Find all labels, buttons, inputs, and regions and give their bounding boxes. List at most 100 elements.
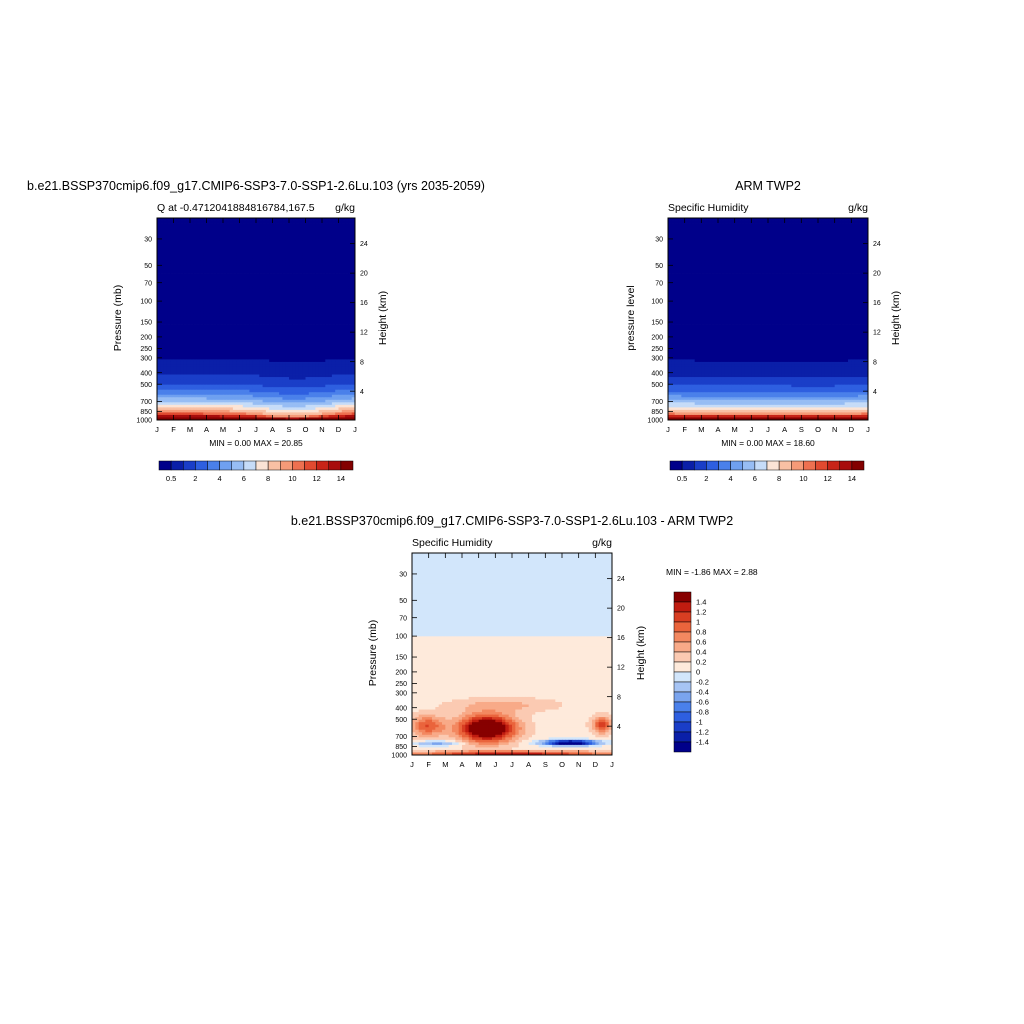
field-cell	[338, 329, 343, 333]
field-cell	[252, 225, 257, 229]
field-cell	[232, 268, 237, 272]
field-cell	[269, 417, 273, 421]
field-cell	[312, 319, 316, 322]
field-cell	[858, 218, 862, 221]
panel-model-subtitle-left: Q at -0.4712041884816784,167.5	[157, 202, 315, 214]
field-cell	[312, 218, 316, 221]
field-cell	[242, 250, 247, 254]
field-cell	[262, 281, 267, 285]
field-cell	[203, 392, 207, 396]
field-cell	[312, 372, 316, 375]
field-cell	[338, 334, 343, 338]
field-cell	[242, 271, 247, 274]
field-cell	[265, 384, 270, 388]
field-cell	[216, 341, 221, 345]
field-cell	[315, 260, 320, 264]
field-cell	[351, 291, 356, 295]
field-cell	[328, 225, 333, 229]
field-cell	[160, 293, 164, 297]
field-cell	[272, 389, 277, 393]
field-cell	[236, 382, 240, 386]
field-cell	[160, 313, 164, 317]
field-cell	[305, 369, 310, 373]
field-cell	[335, 389, 339, 393]
field-cell	[322, 218, 326, 221]
field-cell	[289, 374, 293, 378]
field-cell	[206, 351, 211, 355]
field-cell	[242, 298, 247, 302]
right-tick-label: 4	[360, 389, 364, 396]
field-cell	[160, 255, 164, 259]
field-cell	[322, 230, 326, 234]
field-cell	[285, 404, 290, 408]
field-cell	[322, 417, 326, 421]
field-cell	[209, 336, 214, 340]
field-cell	[292, 407, 296, 411]
field-cell	[335, 228, 339, 232]
field-cell	[259, 313, 263, 317]
field-cell	[325, 366, 329, 370]
field-cell	[213, 351, 217, 355]
field-cell	[216, 321, 221, 325]
field-cell	[183, 273, 188, 277]
field-cell	[249, 414, 254, 418]
field-cell	[193, 374, 197, 378]
field-cell	[298, 296, 303, 300]
field-cell	[265, 278, 270, 282]
field-cell	[190, 306, 194, 310]
field-cell	[282, 331, 287, 335]
field-cell	[308, 263, 313, 267]
field-cell	[292, 311, 296, 315]
field-cell	[193, 384, 197, 388]
field-cell	[292, 250, 296, 254]
field-cell	[190, 344, 194, 348]
field-cell	[236, 394, 240, 398]
field-cell	[348, 319, 353, 322]
field-cell	[186, 387, 191, 391]
field-cell	[272, 306, 277, 310]
field-cell	[163, 293, 168, 297]
field-cell	[292, 414, 296, 418]
field-cell	[331, 336, 336, 340]
field-cell	[209, 372, 214, 375]
field-cell	[335, 301, 339, 305]
field-cell	[173, 351, 178, 355]
field-cell	[331, 313, 336, 317]
field-cell	[216, 233, 221, 237]
field-cell	[186, 260, 191, 264]
field-cell	[196, 374, 201, 378]
field-cell	[341, 276, 346, 279]
field-cell	[335, 369, 339, 373]
field-cell	[275, 414, 280, 418]
field-cell	[315, 240, 320, 244]
field-cell	[190, 346, 194, 350]
field-cell	[341, 243, 346, 247]
field-cell	[302, 286, 306, 290]
field-cell	[341, 324, 346, 327]
field-cell	[226, 324, 230, 327]
field-cell	[239, 220, 244, 224]
field-cell	[229, 281, 234, 285]
field-cell	[341, 240, 346, 244]
field-cell	[768, 218, 772, 221]
field-cell	[256, 326, 260, 330]
field-cell	[199, 276, 204, 279]
field-cell	[269, 225, 273, 229]
field-cell	[348, 402, 353, 406]
field-cell	[295, 303, 300, 307]
field-cell	[232, 329, 237, 333]
field-cell	[190, 399, 194, 403]
field-cell	[256, 417, 260, 421]
field-cell	[157, 402, 161, 406]
field-cell	[219, 382, 224, 386]
field-cell	[246, 329, 250, 333]
field-cell	[322, 319, 326, 322]
field-cell	[292, 235, 296, 239]
field-cell	[272, 359, 277, 363]
field-cell	[193, 296, 197, 300]
field-cell	[186, 341, 191, 345]
field-cell	[308, 255, 313, 259]
field-cell	[173, 218, 178, 221]
field-cell	[163, 326, 168, 330]
field-cell	[302, 414, 306, 418]
